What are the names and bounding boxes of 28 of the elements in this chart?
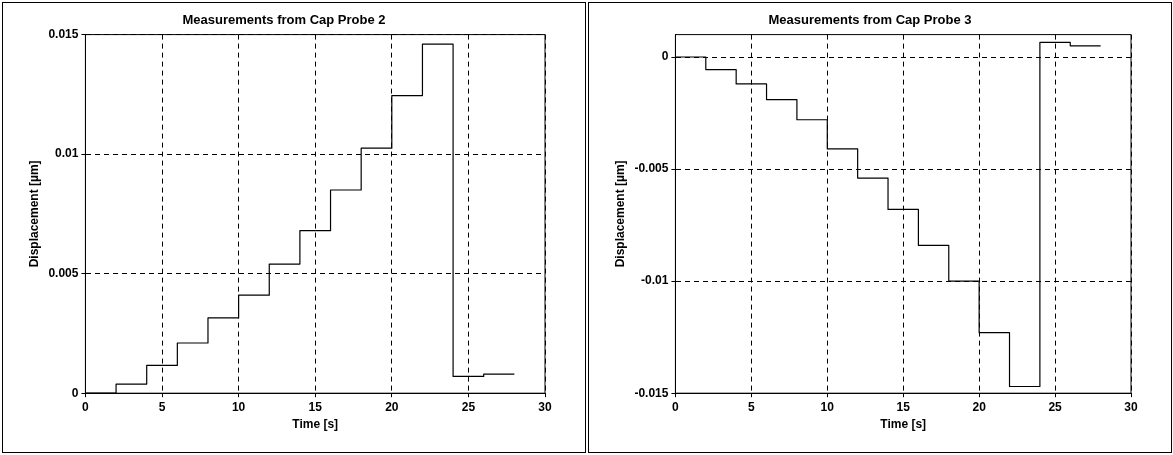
x-tick-label: 20 bbox=[972, 399, 987, 414]
x-tick-label: 5 bbox=[748, 399, 756, 414]
x-tick-label: 25 bbox=[461, 399, 476, 414]
x-tick-label: 10 bbox=[231, 399, 246, 414]
chart-title: Measurements from Cap Probe 2 bbox=[182, 12, 386, 28]
chart-title: Measurements from Cap Probe 3 bbox=[768, 12, 972, 28]
y-tick-label: 0.005 bbox=[48, 265, 79, 280]
y-tick-label: -0.01 bbox=[641, 273, 669, 288]
x-tick-label: 15 bbox=[308, 399, 323, 414]
y-tick-label: 0.015 bbox=[48, 26, 79, 41]
y-tick-label: 0 bbox=[71, 385, 79, 400]
x-tick-label: 30 bbox=[538, 399, 552, 414]
y-axis-title: Displacement [µm] bbox=[612, 160, 627, 268]
x-axis-title: Time [s] bbox=[880, 417, 927, 432]
x-axis-title: Time [s] bbox=[292, 417, 339, 432]
y-tick-label: -0.015 bbox=[634, 385, 669, 400]
x-tick-label: 10 bbox=[820, 399, 835, 414]
y-tick-label: 0.01 bbox=[55, 146, 79, 161]
x-tick-label: 0 bbox=[672, 399, 680, 414]
x-tick-label: 20 bbox=[385, 399, 399, 414]
y-tick-label: -0.005 bbox=[634, 161, 669, 176]
y-tick-label: 0 bbox=[661, 49, 669, 64]
x-tick-label: 0 bbox=[82, 399, 90, 414]
x-tick-label: 25 bbox=[1048, 399, 1063, 414]
y-axis-title: Displacement [µm] bbox=[26, 160, 41, 268]
x-tick-label: 15 bbox=[896, 399, 911, 414]
x-tick-label: 5 bbox=[158, 399, 166, 414]
x-tick-label: 30 bbox=[1124, 399, 1138, 414]
